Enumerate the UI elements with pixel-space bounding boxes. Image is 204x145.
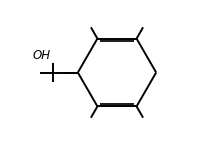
Text: OH: OH	[32, 49, 50, 62]
